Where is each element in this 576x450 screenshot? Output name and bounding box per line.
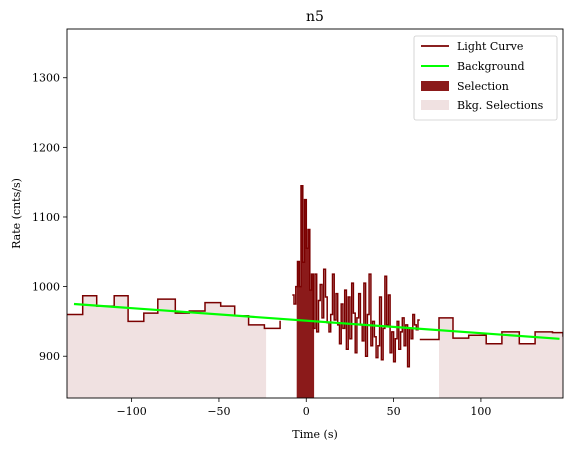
legend-label-background: Background [457, 60, 525, 73]
plot-frame [66, 28, 564, 399]
x-tick-label: −100 [117, 405, 147, 418]
legend-box [413, 35, 558, 121]
selection-region [296, 185, 315, 398]
x-tick-label: 50 [387, 405, 401, 418]
y-tick-label: 1100 [32, 211, 60, 224]
light-curve-fine [292, 184, 420, 368]
bkg-selection-region-1 [67, 295, 267, 398]
x-tick-label: −50 [207, 405, 230, 418]
chart-title: n5 [306, 9, 324, 25]
legend-label-light-curve: Light Curve [457, 40, 523, 53]
y-tick-label: 900 [39, 350, 60, 363]
y-tick-label: 1200 [32, 141, 60, 154]
bkg-selection-region-2 [439, 317, 563, 398]
background-line [73, 302, 560, 340]
x-tick-label: 0 [303, 405, 310, 418]
legend-label-bkg-selections: Bkg. Selections [457, 99, 544, 112]
x-tick-label: 100 [470, 405, 491, 418]
x-axis-label: Time (s) [292, 428, 338, 441]
plot-area [67, 184, 563, 398]
legend: Light Curve Background Selection Bkg. Se… [413, 35, 558, 121]
legend-label-selection: Selection [457, 80, 509, 93]
y-axis-label: Rate (cnts/s) [10, 178, 23, 249]
light-curve-right [419, 317, 563, 345]
axes: −100 −50 0 50 100 900 1000 1100 1200 1300 [32, 72, 491, 418]
legend-swatch-bkg-selections [421, 100, 449, 110]
y-tick-label: 1300 [32, 72, 60, 85]
legend-swatch-selection [421, 81, 449, 91]
y-tick-label: 1000 [32, 281, 60, 294]
